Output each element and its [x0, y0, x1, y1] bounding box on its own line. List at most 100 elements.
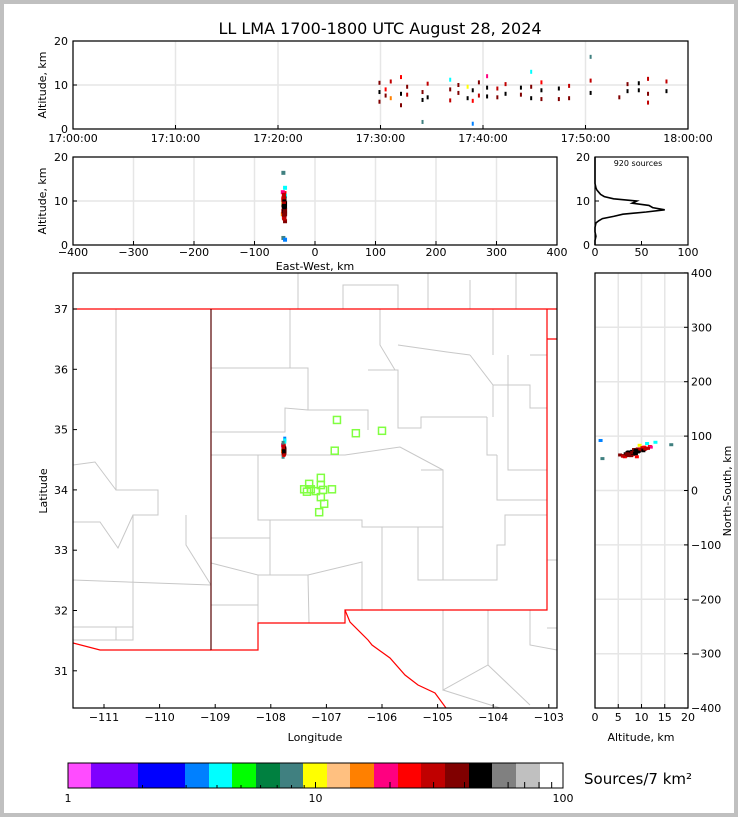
- source-point: [645, 442, 650, 446]
- source-point: [647, 100, 650, 105]
- source-point: [449, 98, 452, 103]
- x-tick-label: 17:40:00: [458, 132, 507, 145]
- source-point: [540, 97, 543, 102]
- source-point: [557, 97, 560, 102]
- colorbar-swatch: [469, 763, 493, 788]
- source-point: [632, 451, 637, 455]
- x-tick-label: −109: [200, 711, 230, 724]
- source-point: [466, 96, 469, 101]
- colorbar-swatch: [232, 763, 257, 788]
- source-point: [282, 445, 286, 450]
- source-point: [648, 445, 653, 449]
- source-point: [384, 87, 387, 92]
- source-point: [496, 86, 499, 91]
- source-point: [378, 80, 381, 85]
- station-marker: [330, 446, 339, 455]
- x-tick-label: 20: [681, 711, 695, 724]
- source-point: [626, 82, 629, 87]
- y-tick-label: 36: [54, 363, 68, 376]
- source-point: [589, 78, 592, 83]
- x-tick-label: −105: [422, 711, 452, 724]
- source-point: [282, 211, 287, 216]
- source-point: [486, 94, 489, 99]
- x-tick-label: 300: [486, 246, 507, 259]
- colorbar-swatch: [114, 763, 139, 788]
- source-point: [471, 98, 474, 103]
- colorbar-swatch: [540, 763, 564, 788]
- colorbar-tick-label: 1: [65, 792, 72, 805]
- source-point: [400, 91, 402, 96]
- y-tick-label: 33: [54, 544, 68, 557]
- source-point: [283, 438, 287, 443]
- y-axis-label: Altitude, km: [36, 167, 49, 234]
- source-point: [568, 96, 571, 101]
- source-point: [421, 90, 424, 95]
- source-point: [406, 92, 409, 97]
- x-tick-label: 17:50:00: [561, 132, 610, 145]
- time-height-panel: 17:00:00 17:10:00 17:20:00 17:30:00 17:40:00…: [36, 35, 713, 145]
- colorbar: 1 10 100: [65, 762, 574, 805]
- y-tick-label: −100: [691, 539, 721, 552]
- source-point: [634, 455, 639, 459]
- x-tick-label: 10: [635, 711, 649, 724]
- source-point: [283, 185, 288, 190]
- x-tick-label: 18:00:00: [663, 132, 712, 145]
- source-point: [637, 443, 642, 447]
- source-point: [281, 192, 286, 197]
- source-point: [496, 95, 499, 100]
- source-point: [282, 452, 286, 457]
- x-tick-label: −108: [256, 711, 286, 724]
- source-point: [389, 79, 392, 84]
- source-point: [280, 190, 285, 195]
- x-tick-label: 50: [635, 246, 649, 259]
- x-tick-label: −110: [144, 711, 174, 724]
- y-tick-label: 32: [54, 605, 68, 618]
- source-point: [504, 82, 507, 87]
- y-tick-label: 20: [54, 151, 68, 164]
- colorbar-swatch: [91, 763, 115, 788]
- x-axis-label: East-West, km: [276, 260, 354, 273]
- panel-frame: [594, 156, 689, 246]
- source-point: [653, 440, 658, 444]
- source-point: [618, 95, 621, 100]
- x-tick-label: 0: [312, 246, 319, 259]
- y-axis-label: North-South, km: [721, 446, 734, 537]
- station-marker: [316, 473, 326, 483]
- y-tick-label: 300: [691, 321, 712, 334]
- source-point: [457, 83, 460, 87]
- source-point: [629, 454, 634, 458]
- source-point: [643, 447, 648, 451]
- source-point: [647, 91, 650, 96]
- station-marker: [302, 487, 312, 496]
- x-tick-label: 15: [658, 711, 672, 724]
- colorbar-swatch: [516, 763, 541, 788]
- source-point: [633, 448, 638, 452]
- source-point: [282, 216, 287, 221]
- source-point: [281, 195, 286, 200]
- source-point: [384, 93, 387, 98]
- source-point: [471, 88, 474, 93]
- source-point: [598, 438, 603, 442]
- station-marker: [318, 485, 328, 495]
- x-tick-label: −104: [478, 711, 508, 724]
- y-tick-label: 10: [54, 79, 68, 92]
- source-point: [530, 96, 533, 101]
- source-point: [646, 446, 651, 450]
- station-marker: [314, 507, 324, 517]
- source-point: [466, 84, 469, 89]
- y-tick-label: 35: [54, 424, 68, 437]
- source-point: [378, 99, 381, 104]
- source-point: [477, 80, 480, 85]
- x-tick-label: 17:30:00: [356, 132, 405, 145]
- source-point: [669, 443, 674, 447]
- station-marker: [351, 428, 361, 438]
- source-point: [665, 79, 668, 84]
- x-tick-label: −103: [534, 711, 564, 724]
- source-point: [589, 54, 592, 59]
- x-tick-label: 17:20:00: [253, 132, 302, 145]
- source-point: [486, 85, 489, 90]
- x-tick-label: −106: [367, 711, 397, 724]
- source-point: [283, 207, 288, 212]
- source-count-annotation: 920 sources: [614, 159, 663, 168]
- x-tick-label: 100: [678, 246, 699, 259]
